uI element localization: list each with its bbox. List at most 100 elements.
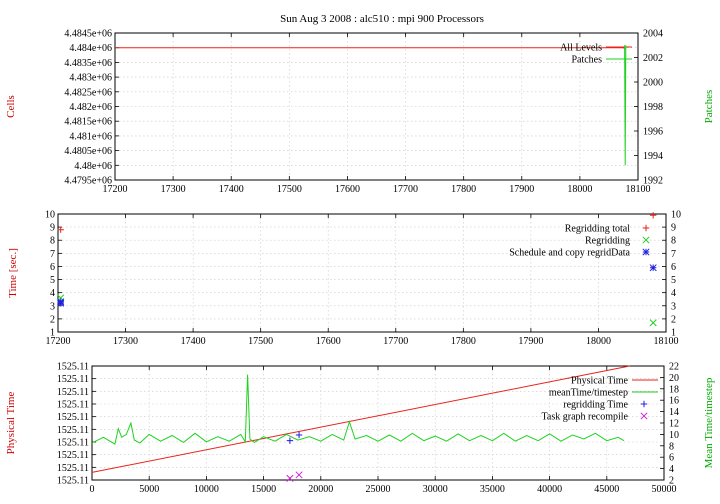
data-point xyxy=(649,212,657,219)
y2-axis-label: Mean Time/timestep xyxy=(703,377,715,468)
y-tick-label: 1525.11 xyxy=(57,463,89,474)
x-tick-label: 18100 xyxy=(626,184,651,195)
y2-tick-label: 14 xyxy=(669,407,679,418)
x-tick-label: 17900 xyxy=(509,184,534,195)
x-tick-label: 35000 xyxy=(480,484,505,495)
legend-marker xyxy=(640,412,648,420)
panel-regrid-time: 17200 17300 17400 17500 17600 17700 17800 17900… xyxy=(7,210,681,348)
y2-tick-label: 10 xyxy=(671,210,681,221)
y-tick-label: 1525.11 xyxy=(57,438,89,449)
x-tick-label: 17700 xyxy=(383,336,408,347)
legend-label: meanTime/timestep xyxy=(549,388,628,399)
y-tick-label: 3 xyxy=(50,301,55,312)
x-tick-label: 40000 xyxy=(537,484,562,495)
y-tick-label: 1525.11 xyxy=(57,425,89,436)
y2-tick-label: 6 xyxy=(669,453,674,464)
data-point xyxy=(295,431,303,439)
y-tick-label: 4.4845e+06 xyxy=(64,29,112,40)
y-tick-label: 4.4825e+06 xyxy=(64,87,112,98)
x-tick-label: 17300 xyxy=(161,184,186,195)
legend-marker xyxy=(642,236,650,244)
y-tick-label: 1525.11 xyxy=(57,362,89,373)
data-point xyxy=(286,474,294,482)
x-tick-label: 18000 xyxy=(567,184,592,195)
y2-tick-label: 7 xyxy=(671,249,676,260)
x-tick-label: 25000 xyxy=(366,484,391,495)
series-line xyxy=(624,45,627,166)
y-tick-label: 4.483e+06 xyxy=(69,73,112,84)
data-point xyxy=(649,264,657,272)
y2-tick-label: 2 xyxy=(671,314,676,325)
y2-axis-label: Patches xyxy=(703,90,715,124)
y-tick-label: 10 xyxy=(45,210,55,221)
x-tick-label: 17700 xyxy=(393,184,418,195)
y2-tick-label: 2 xyxy=(669,476,674,487)
y2-tick-label: 10 xyxy=(669,430,679,441)
y-tick-label: 1525.11 xyxy=(57,476,89,487)
y2-tick-label: 5 xyxy=(671,275,676,286)
legend-label: regridding Time xyxy=(563,400,628,411)
x-tick-label: 18100 xyxy=(654,336,679,347)
data-point xyxy=(649,319,657,327)
x-tick-label: 17400 xyxy=(181,336,206,347)
y2-tick-label: 3 xyxy=(671,301,676,312)
y2-tick-label: 18 xyxy=(669,384,679,395)
data-point xyxy=(57,226,64,233)
x-tick-label: 17800 xyxy=(451,184,476,195)
x-tick-label: 17200 xyxy=(46,336,71,347)
y-axis-label: Time [sec.] xyxy=(7,248,19,298)
plot-frame xyxy=(114,32,639,181)
y2-tick-label: 20 xyxy=(669,373,679,384)
y-tick-label: 4.4805e+06 xyxy=(64,146,112,157)
y2-tick-label: 4 xyxy=(671,288,676,299)
y-tick-label: 4 xyxy=(50,288,55,299)
x-tick-label: 17600 xyxy=(335,184,360,195)
series-line xyxy=(91,374,625,445)
series-line xyxy=(115,47,626,50)
y-tick-label: 6 xyxy=(50,262,55,273)
y-tick-label: 4.4795e+06 xyxy=(64,176,112,187)
y-tick-label: 1525.11 xyxy=(57,450,89,461)
y-tick-label: 1525.11 xyxy=(57,374,89,385)
x-tick-label: 17900 xyxy=(518,336,543,347)
series-line xyxy=(91,365,630,473)
x-tick-label: 17400 xyxy=(219,184,244,195)
x-tick-label: 10000 xyxy=(194,484,219,495)
legend-marker xyxy=(640,400,648,408)
x-tick-label: 17200 xyxy=(103,184,128,195)
y-tick-label: 4.4815e+06 xyxy=(64,117,112,128)
legend-label: Task graph recompile xyxy=(542,412,629,423)
y2-tick-label: 2004 xyxy=(643,29,663,40)
x-tick-label: 45000 xyxy=(594,484,619,495)
y-tick-label: 8 xyxy=(50,236,55,247)
y2-tick-label: 1998 xyxy=(643,102,663,113)
y-tick-label: 4.482e+06 xyxy=(69,102,112,113)
data-point xyxy=(295,471,303,479)
y2-tick-label: 2000 xyxy=(643,78,663,89)
y2-tick-label: 1992 xyxy=(643,176,663,187)
y-tick-label: 4.4835e+06 xyxy=(64,58,112,69)
legend-marker xyxy=(642,248,650,256)
y-tick-label: 1525.11 xyxy=(57,387,89,398)
panel-physical-time: 0 5000 10000 15000 20000 25000 30000 35000 40000… xyxy=(5,362,715,496)
y2-tick-label: 8 xyxy=(671,236,676,247)
plot-frame xyxy=(91,365,665,481)
x-tick-label: 17500 xyxy=(248,336,273,347)
plot-frame xyxy=(57,213,667,333)
y2-tick-label: 1994 xyxy=(643,151,663,162)
y2-tick-label: 4 xyxy=(669,464,674,475)
y-tick-label: 1525.11 xyxy=(57,400,89,411)
x-tick-label: 50000 xyxy=(652,484,677,495)
figure-title: Sun Aug 3 2008 : alc510 : mpi 900 Proces… xyxy=(280,13,484,25)
y2-tick-label: 22 xyxy=(669,362,679,373)
data-point xyxy=(57,299,65,307)
y-tick-label: 5 xyxy=(50,275,55,286)
y2-tick-label: 6 xyxy=(671,262,676,273)
y-tick-label: 1 xyxy=(50,328,55,339)
y-tick-label: 4.481e+06 xyxy=(69,131,112,142)
y2-tick-label: 12 xyxy=(669,419,679,430)
y-axis-label: Physical Time xyxy=(5,392,17,455)
x-tick-label: 17300 xyxy=(113,336,138,347)
x-tick-label: 18000 xyxy=(586,336,611,347)
